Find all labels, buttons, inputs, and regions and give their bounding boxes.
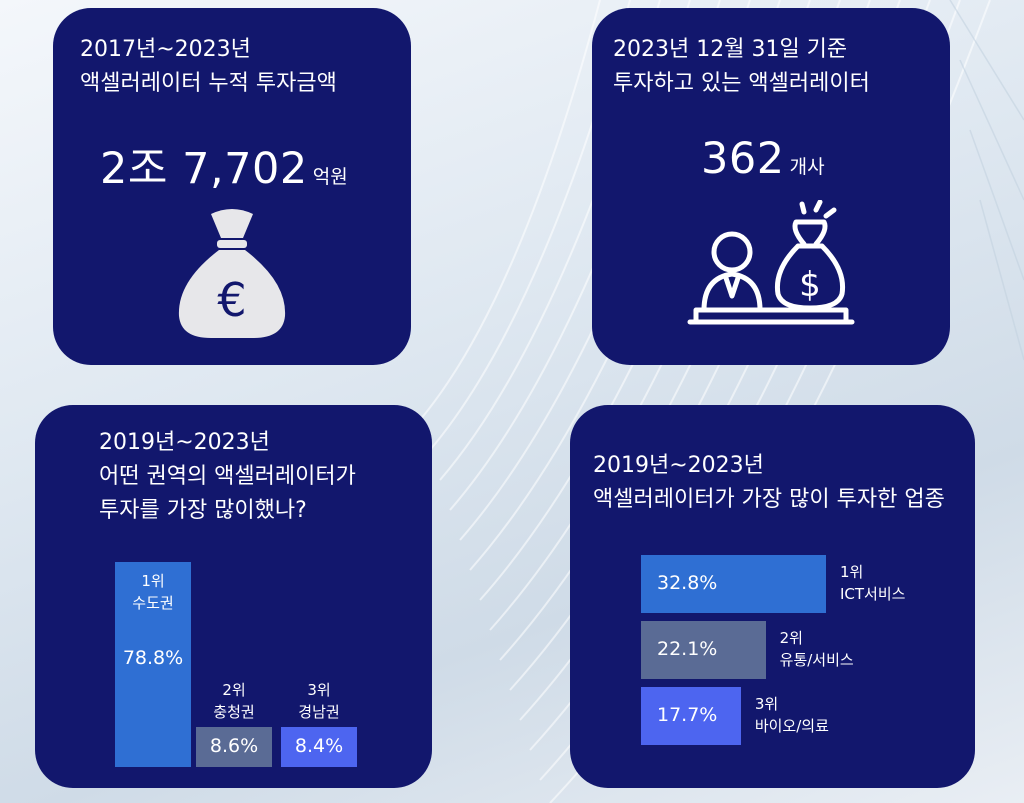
card-title-line2: 액셀러레이터 누적 투자금액 xyxy=(80,71,337,96)
bar-value-label: 22.1% xyxy=(657,638,718,660)
card-title-line1: 2019년~2023년 xyxy=(593,453,764,478)
card-title-line3: 투자를 가장 많이했나? xyxy=(99,498,307,523)
bar-value-label: 78.8% xyxy=(122,647,184,669)
card-title-line1: 2019년~2023년 xyxy=(99,430,270,455)
total-investment-card: 2017년~2023년 액셀러레이터 누적 투자금액 2조 7,702 억원 € xyxy=(53,8,411,365)
accelerator-count-value: 362 xyxy=(701,134,785,184)
svg-text:€: € xyxy=(217,273,246,327)
card-title-line2: 어떤 권역의 액셀러레이터가 xyxy=(99,464,356,489)
bar-수도권 xyxy=(115,562,191,767)
category-text: 충청권 xyxy=(213,703,255,721)
rank-text: 3위 xyxy=(307,681,331,699)
euro-money-bag-icon: € xyxy=(178,209,286,338)
total-investment-value: 2조 7,702 xyxy=(100,144,308,194)
region-investment-card: 2019년~2023년 어떤 권역의 액셀러레이터가 투자를 가장 많이했나? … xyxy=(35,405,432,788)
rank-text: 2위 xyxy=(779,629,803,647)
bar-ICT서비스 xyxy=(641,555,826,613)
bar-유통/서비스 xyxy=(641,621,766,679)
bar-rank-label: 1위 ICT서비스 xyxy=(840,561,905,605)
investor-money-bag-icon: $ xyxy=(687,200,855,325)
total-investment-value-row: 2조 7,702 억원 xyxy=(100,134,348,196)
bar-value-label: 8.6% xyxy=(209,735,259,757)
bar-경남권 xyxy=(281,727,357,767)
rank-text: 1위 xyxy=(840,563,864,581)
bar-value-label: 17.7% xyxy=(657,704,718,726)
active-accelerators-card: 2023년 12월 31일 기준 투자하고 있는 액셀러레이터 362 개사 $ xyxy=(592,8,950,365)
total-investment-unit: 억원 xyxy=(312,166,348,188)
category-text: 수도권 xyxy=(132,594,174,612)
bar-value-label: 8.4% xyxy=(294,735,344,757)
rank-text: 1위 xyxy=(141,572,165,590)
rank-text: 3위 xyxy=(754,695,779,713)
sector-investment-card: 2019년~2023년 액셀러레이터가 가장 많이 투자한 업종 32.8% 1위… xyxy=(570,405,975,788)
rank-text: 2위 xyxy=(222,681,246,699)
category-text: 바이오/의료 xyxy=(754,717,829,735)
bar-바이오/의료 xyxy=(641,687,741,745)
card-title-line1: 2023년 12월 31일 기준 xyxy=(613,37,848,62)
category-text: 유통/서비스 xyxy=(779,651,854,669)
accelerator-count-row: 362 개사 xyxy=(701,134,825,184)
category-text: 경남권 xyxy=(298,703,340,721)
accelerator-count-unit: 개사 xyxy=(789,156,825,178)
card-title-line2: 투자하고 있는 액셀러레이터 xyxy=(613,71,870,96)
card-title-line1: 2017년~2023년 xyxy=(80,37,251,62)
card-title-line2: 액셀러레이터가 가장 많이 투자한 업종 xyxy=(593,487,945,512)
bar-충청권 xyxy=(196,727,272,767)
category-text: ICT서비스 xyxy=(840,585,906,603)
svg-text:$: $ xyxy=(799,265,821,305)
bar-value-label: 32.8% xyxy=(657,572,718,594)
